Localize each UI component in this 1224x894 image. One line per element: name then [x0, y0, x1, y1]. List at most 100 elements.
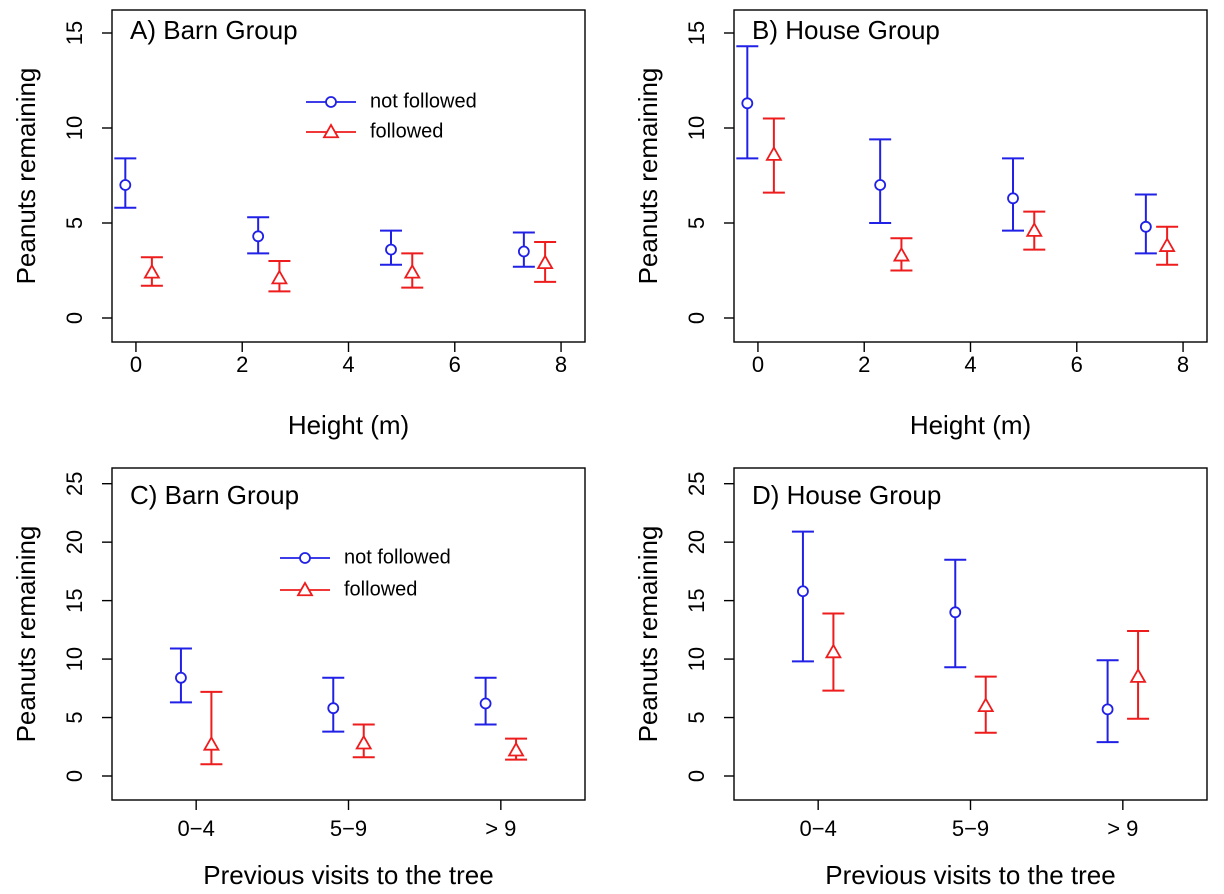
x-tick-label: > 9 — [1107, 816, 1138, 841]
x-axis-label: Height (m) — [910, 410, 1031, 440]
data-point-circle — [741, 97, 754, 110]
data-point-circle — [175, 671, 187, 684]
data-point-circle — [517, 245, 530, 258]
plot-frame — [733, 467, 1208, 801]
data-point-triangle — [507, 741, 525, 757]
y-tick-label: 15 — [62, 21, 87, 45]
x-tick-label: 8 — [555, 352, 567, 377]
data-point-circle — [1007, 192, 1019, 205]
data-point-triangle — [824, 643, 842, 659]
series-followed — [762, 117, 1179, 272]
series-followed — [200, 690, 528, 766]
y-tick-label: 10 — [62, 647, 87, 671]
data-point-triangle — [977, 697, 995, 712]
series-followed — [140, 241, 557, 293]
x-tick-label: 4 — [964, 352, 976, 377]
x-tick-label: 5−9 — [330, 816, 367, 841]
series-followed — [822, 612, 1150, 734]
plot-frame — [111, 9, 586, 343]
legend-label: followed — [370, 120, 443, 142]
legend-label: not followed — [344, 546, 451, 568]
x-axis-label: Previous visits to the tree — [825, 860, 1115, 890]
y-axis-label: Peanuts remaining — [633, 68, 663, 285]
y-tick-label: 5 — [684, 711, 709, 723]
data-point-circle — [949, 606, 962, 619]
x-tick-label: 0 — [130, 352, 142, 377]
x-tick-label: 0 — [752, 352, 764, 377]
series-not-followed — [114, 157, 535, 268]
x-tick-label: 6 — [1071, 352, 1083, 377]
data-point-circle — [479, 697, 492, 710]
panel-a: 0 5 10 15 0 2 4 6 8 Height (m) Peanuts remaining A)… — [11, 9, 586, 440]
y-tick-label: 20 — [684, 530, 709, 554]
legend-label: followed — [344, 578, 417, 600]
plot-frame — [733, 9, 1208, 343]
y-tick-label: 5 — [62, 711, 87, 723]
data-point-triangle — [403, 263, 421, 279]
panel-d: 0 5 10 15 20 25 0−4 5−9 > 9 Previous visits to th… — [633, 467, 1208, 890]
panel-title: D) House Group — [752, 480, 941, 510]
series-not-followed — [736, 45, 1157, 255]
y-axis-label: Peanuts remaining — [633, 526, 663, 743]
panel-title: A) Barn Group — [130, 15, 298, 45]
y-tick-label: 10 — [684, 116, 709, 140]
x-tick-label: 6 — [449, 352, 461, 377]
y-tick-label: 15 — [684, 588, 709, 612]
panel-b: 0 5 10 15 0 2 4 6 8 Height (m) Peanuts remaining B)… — [633, 9, 1208, 440]
y-tick-label: 0 — [62, 770, 87, 782]
y-tick-label: 5 — [684, 217, 709, 229]
y-tick-label: 25 — [62, 471, 87, 495]
y-tick-label: 0 — [684, 312, 709, 324]
data-point-triangle — [892, 246, 910, 262]
data-point-circle — [874, 179, 887, 191]
y-tick-label: 10 — [62, 116, 87, 140]
x-tick-label: 2 — [236, 352, 248, 377]
data-point-triangle — [1158, 236, 1176, 252]
data-point-triangle — [202, 735, 220, 751]
y-axis-label: Peanuts remaining — [11, 68, 41, 285]
legend: not followed followed — [280, 546, 451, 600]
x-tick-label: 0−4 — [800, 816, 837, 841]
data-point-triangle — [1025, 221, 1043, 237]
y-axis-label: Peanuts remaining — [11, 526, 41, 743]
data-point-circle — [252, 230, 265, 243]
data-point-triangle — [536, 254, 554, 270]
x-axis-label: Height (m) — [288, 410, 409, 440]
data-point-circle — [119, 179, 132, 191]
x-tick-label: 4 — [342, 352, 354, 377]
data-point-triangle — [355, 734, 373, 750]
legend-label: not followed — [370, 90, 477, 112]
legend: not followed followed — [306, 90, 477, 142]
x-tick-label: 0−4 — [178, 816, 215, 841]
data-point-triangle — [270, 269, 288, 285]
x-tick-label: 2 — [858, 352, 870, 377]
y-tick-label: 15 — [684, 21, 709, 45]
y-tick-label: 5 — [62, 217, 87, 229]
legend-marker-triangle — [296, 581, 314, 597]
panel-title: B) House Group — [752, 15, 940, 45]
y-tick-label: 10 — [684, 647, 709, 671]
data-point-circle — [1101, 703, 1114, 716]
x-tick-label: > 9 — [485, 816, 516, 841]
series-not-followed — [169, 647, 497, 733]
x-tick-label: 5−9 — [952, 816, 989, 841]
data-point-circle — [327, 702, 340, 715]
data-point-circle — [385, 243, 397, 256]
y-tick-label: 0 — [62, 312, 87, 324]
panel-c: 0 5 10 15 20 25 0−4 5−9 > 9 Previous visits to th… — [11, 467, 586, 890]
data-point-circle — [1139, 220, 1152, 233]
data-point-triangle — [1129, 667, 1147, 683]
y-tick-label: 25 — [684, 471, 709, 495]
legend-marker-triangle — [322, 123, 340, 139]
x-axis-label: Previous visits to the tree — [203, 860, 493, 890]
data-point-triangle — [765, 145, 783, 161]
x-tick-label: 8 — [1177, 352, 1189, 377]
legend-marker-circle — [299, 552, 311, 564]
data-point-circle — [797, 585, 809, 598]
y-tick-label: 20 — [62, 530, 87, 554]
y-tick-label: 15 — [62, 588, 87, 612]
legend-marker-circle — [325, 96, 337, 108]
data-point-triangle — [143, 263, 161, 279]
y-tick-label: 0 — [684, 770, 709, 782]
series-not-followed — [791, 530, 1119, 744]
